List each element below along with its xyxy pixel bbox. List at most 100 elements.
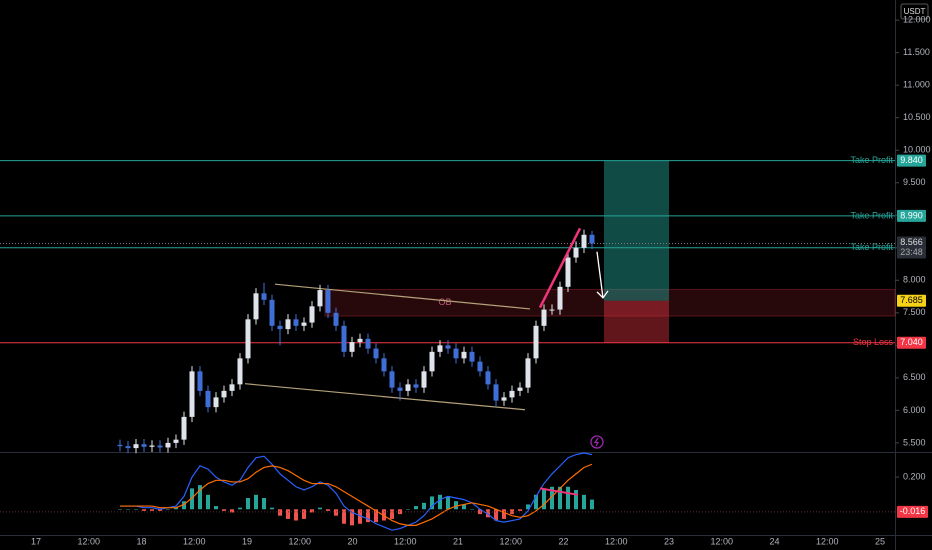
histogram-bar [142, 509, 146, 511]
candle-body [173, 439, 179, 443]
candle-body [565, 257, 571, 287]
histogram-bar [310, 509, 314, 513]
candle-body [469, 351, 475, 362]
order-block [324, 288, 896, 317]
x-tick-label: 12:00 [77, 536, 100, 546]
candle-body [517, 387, 523, 391]
candle-body [589, 234, 595, 244]
level-price-box [897, 336, 926, 349]
candle-body [485, 371, 491, 385]
histogram-bar [438, 494, 442, 510]
candle-body [261, 293, 267, 300]
histogram-bar [286, 509, 290, 519]
y-tick-label: 10.500 [903, 112, 931, 122]
candle-body [437, 345, 443, 352]
candle-body [373, 348, 379, 359]
indicator-last-box [897, 505, 928, 518]
candle-body [277, 325, 283, 330]
histogram-bar [246, 498, 250, 510]
histogram-bar [422, 502, 426, 510]
x-tick-label: 22 [558, 536, 568, 546]
histogram-bar [174, 507, 178, 510]
event-icon[interactable] [590, 435, 604, 449]
candle-body [189, 371, 195, 417]
histogram-bar [214, 506, 218, 510]
candle-body [253, 293, 259, 320]
histogram-bar [198, 485, 202, 510]
candle-body [117, 444, 123, 447]
histogram-bar [510, 509, 514, 515]
y-tick-label: 5.500 [903, 437, 926, 447]
histogram-bar [382, 509, 386, 521]
histogram-bar [494, 509, 498, 521]
x-tick-label: 12:00 [394, 536, 417, 546]
x-tick-label: 12:00 [183, 536, 206, 546]
histogram-bar [518, 509, 522, 511]
candle-body [525, 358, 531, 388]
histogram-bar [454, 501, 458, 510]
candle-body [453, 348, 459, 359]
candle-body [301, 322, 307, 326]
histogram-bar [446, 496, 450, 510]
candle-body [365, 338, 371, 349]
histogram-bar [166, 509, 170, 510]
candle-body [149, 445, 155, 447]
candle-body [237, 358, 243, 385]
histogram-bar [262, 498, 266, 510]
y-tick-label: 8.000 [903, 275, 926, 285]
y-tick-label: 7.500 [903, 307, 926, 317]
candle-body [333, 312, 339, 326]
x-tick-label: 18 [136, 536, 146, 546]
candle-body [293, 319, 299, 326]
x-tick-label: 21 [453, 536, 463, 546]
histogram-bar [118, 509, 122, 510]
candle-body [325, 290, 331, 313]
x-tick-label: 12:00 [710, 536, 733, 546]
event-icon-bolt [593, 437, 600, 447]
x-tick-label: 12:00 [499, 536, 522, 546]
y-tick-label: 6.500 [903, 372, 926, 382]
histogram-bar [550, 486, 554, 510]
histogram-bar [222, 509, 226, 511]
x-tick-label: 12:00 [816, 536, 839, 546]
candle-body [133, 444, 139, 449]
indicator-last-label: -0.016 [900, 506, 926, 516]
indicator-y-tick-label: 0.200 [903, 471, 926, 481]
candle-body [341, 325, 347, 352]
histogram-bar [302, 509, 306, 519]
histogram-bar [158, 509, 162, 511]
histogram-bar [462, 504, 466, 510]
histogram-bar [126, 509, 130, 510]
position-stop-zone [604, 300, 669, 343]
histogram-bar [374, 509, 378, 523]
candle-body [445, 345, 451, 349]
candle-body [165, 442, 171, 448]
y-tick-label: 12.000 [903, 15, 931, 25]
x-tick-label: 25 [875, 536, 885, 546]
y-tick-label: 6.000 [903, 405, 926, 415]
histogram-bar [406, 509, 410, 510]
level-label: Stop Loss [853, 337, 894, 347]
currency: USDT [904, 7, 926, 16]
histogram-bar [254, 494, 258, 510]
level-price-label: 8.990 [900, 210, 923, 220]
candle-body [573, 247, 579, 258]
candle-body [205, 390, 211, 408]
x-tick-label: 12:00 [288, 536, 311, 546]
candle-body [357, 338, 363, 343]
histogram-bar [350, 509, 354, 526]
histogram-bar [334, 509, 338, 516]
macd-line [120, 452, 593, 531]
candle-body [125, 446, 131, 449]
currency-box[interactable] [900, 3, 929, 20]
candle-body [285, 319, 291, 330]
histogram-bar [534, 494, 538, 510]
candle-body [557, 286, 563, 310]
candle-body [421, 371, 427, 388]
candle-body [349, 342, 355, 352]
y-tick-label: 10.000 [903, 145, 931, 155]
candle-body [581, 234, 587, 248]
candle-body [397, 387, 403, 391]
histogram-bar [470, 509, 474, 510]
